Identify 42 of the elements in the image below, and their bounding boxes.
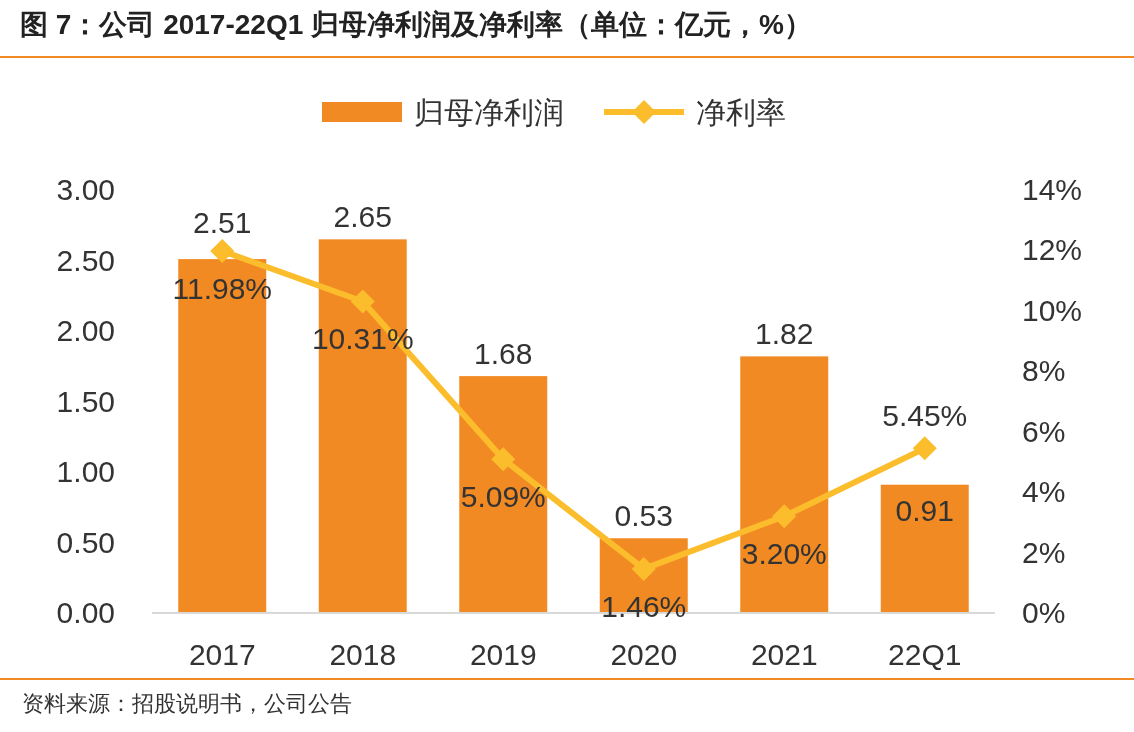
point: [912, 436, 937, 461]
data-label: 2.65: [333, 200, 392, 234]
point: [491, 447, 516, 472]
point: [210, 239, 235, 264]
legend-label: 归母净利润: [414, 96, 564, 129]
data-label: 0.91: [895, 493, 954, 527]
bar: [740, 356, 829, 613]
x-tick-label: 2017: [188, 638, 256, 671]
data-label: 5.09%: [460, 480, 546, 514]
y-tick-label: 2.00: [56, 314, 115, 347]
legend-label: 净利率: [696, 96, 786, 129]
y2-tick-label: 8%: [1022, 354, 1066, 388]
data-label: 3.20%: [741, 537, 827, 571]
text: 资料来源：招股说明书，公司公告: [22, 691, 352, 716]
y2-tick-label: 2%: [1022, 535, 1066, 569]
y-tick-label: 3.00: [56, 173, 115, 206]
x-tick-label: 22Q1: [888, 638, 962, 671]
x-tick-label: 2019: [469, 638, 537, 671]
y2-tick-label: 12%: [1022, 233, 1083, 267]
y-tick-label: 1.50: [56, 384, 115, 418]
x-tick-label: 2020: [610, 638, 678, 671]
x-tick-label: 2021: [750, 638, 818, 671]
y-tick-label: 1.00: [56, 455, 115, 488]
y-tick-label: 0.00: [56, 596, 115, 629]
data-label: 5.45%: [882, 399, 968, 433]
data-label: 2.51: [193, 206, 252, 240]
y2-tick-label: 4%: [1022, 475, 1066, 509]
bar: [880, 484, 969, 613]
y-tick-label: 2.50: [56, 243, 115, 277]
point: [772, 504, 797, 529]
y2-tick-label: 10%: [1022, 293, 1083, 327]
data-label: 1.82: [755, 317, 814, 351]
y2-tick-label: 14%: [1022, 173, 1083, 206]
bar: [459, 376, 548, 613]
chart-title: 图 7：公司 2017-22Q1 归母净利润及净利率（单位：亿元，%）: [20, 9, 812, 40]
y2-tick-label: 0%: [1022, 596, 1066, 629]
x-tick-label: 2018: [329, 638, 397, 671]
y2-tick-label: 6%: [1022, 414, 1066, 448]
point: [350, 289, 375, 314]
y-tick-label: 0.50: [56, 525, 115, 559]
data-label: 0.53: [614, 499, 673, 533]
data-label: 1.68: [474, 337, 533, 371]
